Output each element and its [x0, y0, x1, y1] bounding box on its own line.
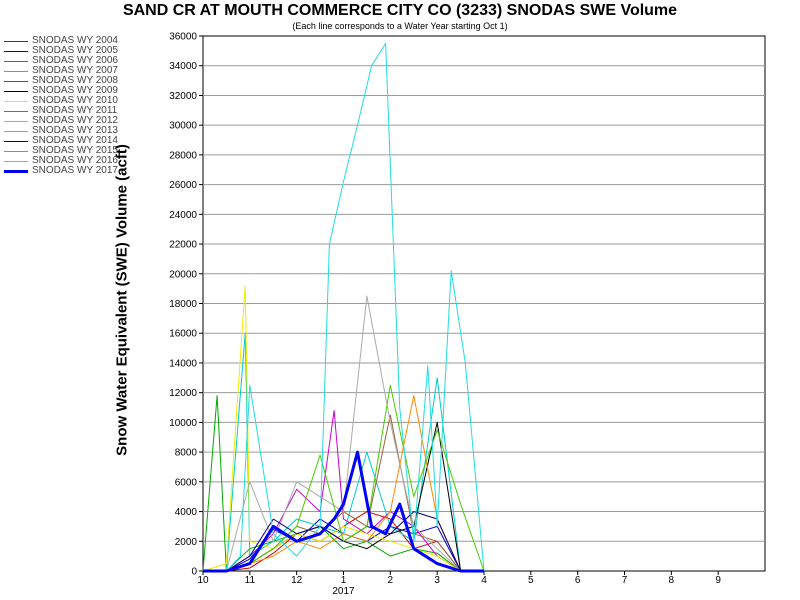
legend-swatch [4, 80, 28, 82]
chart-subtitle: (Each line corresponds to a Water Year s… [292, 21, 508, 31]
legend-label: SNODAS WY 2005 [32, 45, 118, 56]
x-tick-label: 3 [434, 575, 440, 586]
legend-swatch [4, 70, 28, 72]
legend-label: SNODAS WY 2015 [32, 145, 118, 156]
y-tick-label: 20000 [169, 269, 197, 280]
y-tick-label: 34000 [169, 61, 197, 72]
x-tick-label: 9 [715, 575, 721, 586]
x-tick-label: 12 [291, 575, 303, 586]
y-tick-label: 10000 [169, 418, 197, 429]
legend-label: SNODAS WY 2007 [32, 65, 118, 76]
y-tick-label: 12000 [169, 388, 197, 399]
y-tick-label: 30000 [169, 121, 197, 132]
legend-swatch [4, 100, 28, 102]
series-line [203, 42, 485, 572]
legend-item: SNODAS WY 2009 [4, 86, 118, 96]
legend-swatch [4, 160, 28, 162]
legend-label: SNODAS WY 2017 [32, 165, 118, 176]
series-line [203, 450, 484, 573]
legend-item: SNODAS WY 2010 [4, 96, 118, 106]
legend-item: SNODAS WY 2014 [4, 136, 118, 146]
legend-label: SNODAS WY 2010 [32, 95, 118, 106]
legend-label: SNODAS WY 2008 [32, 75, 118, 86]
legend-item: SNODAS WY 2015 [4, 146, 118, 156]
x-tick-label: 7 [622, 575, 628, 586]
legend-item: SNODAS WY 2011 [4, 106, 118, 116]
legend-label: SNODAS WY 2012 [32, 115, 118, 126]
legend-swatch [4, 60, 28, 62]
x-tick-label: 1 [341, 575, 347, 586]
legend-swatch [4, 90, 28, 92]
legend-label: SNODAS WY 2009 [32, 85, 118, 96]
legend-swatch [4, 140, 28, 142]
y-tick-label: 18000 [169, 299, 197, 310]
y-tick-label: 24000 [169, 210, 197, 221]
legend-item: SNODAS WY 2016 [4, 156, 118, 166]
y-tick-label: 4000 [175, 507, 198, 518]
y-tick-label: 8000 [175, 448, 198, 459]
legend-swatch [4, 120, 28, 122]
y-tick-label: 16000 [169, 329, 197, 340]
y-tick-label: 28000 [169, 150, 197, 161]
series-line [203, 295, 484, 572]
legend-item: SNODAS WY 2005 [4, 46, 118, 56]
legend-swatch [4, 50, 28, 52]
x-tick-label: 4 [481, 575, 487, 586]
legend-label: SNODAS WY 2004 [32, 35, 118, 46]
legend-label: SNODAS WY 2011 [32, 105, 118, 116]
legend-label: SNODAS WY 2006 [32, 55, 118, 66]
legend-swatch [4, 169, 28, 173]
legend: SNODAS WY 2004 SNODAS WY 2005 SNODAS WY 20… [4, 36, 118, 176]
legend-label: SNODAS WY 2016 [32, 155, 118, 166]
x-tick-label: 6 [575, 575, 581, 586]
legend-item: SNODAS WY 2017 [4, 166, 118, 176]
y-tick-label: 36000 [169, 32, 197, 43]
legend-item: SNODAS WY 2008 [4, 76, 118, 86]
y-tick-label: 0 [191, 567, 197, 578]
legend-swatch [4, 150, 28, 152]
legend-label: SNODAS WY 2013 [32, 125, 118, 136]
legend-item: SNODAS WY 2013 [4, 126, 118, 136]
y-tick-label: 6000 [175, 477, 198, 488]
legend-item: SNODAS WY 2006 [4, 56, 118, 66]
x-year-label: 2017 [332, 586, 355, 597]
y-tick-label: 2000 [175, 537, 198, 548]
chart-title: SAND CR AT MOUTH COMMERCE CITY CO (3233)… [122, 2, 678, 19]
y-tick-label: 32000 [169, 91, 197, 102]
legend-swatch [4, 40, 28, 42]
x-tick-label: 8 [669, 575, 675, 586]
legend-swatch [4, 130, 28, 132]
y-tick-label: 14000 [169, 358, 197, 369]
y-tick-label: 22000 [169, 240, 197, 251]
legend-swatch [4, 110, 28, 112]
legend-item: SNODAS WY 2007 [4, 66, 118, 76]
y-tick-label: 26000 [169, 180, 197, 191]
x-tick-label: 10 [197, 575, 209, 586]
legend-label: SNODAS WY 2014 [32, 135, 118, 146]
x-tick-label: 5 [528, 575, 534, 586]
x-tick-label: 2 [388, 575, 394, 586]
x-tick-label: 11 [245, 575, 256, 586]
legend-item: SNODAS WY 2004 [4, 36, 118, 46]
legend-item: SNODAS WY 2012 [4, 116, 118, 126]
